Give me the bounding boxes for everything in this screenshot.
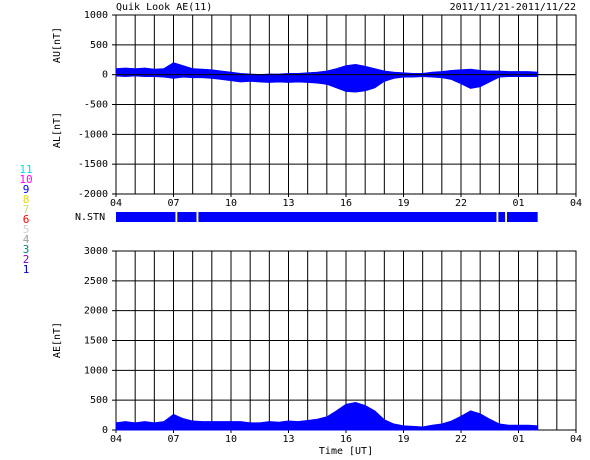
station-number: 2 <box>23 253 30 266</box>
date-range: 2011/11/21-2011/11/22 <box>450 2 576 13</box>
station-number: 5 <box>23 223 30 236</box>
y-axis-label: AL[nT] <box>52 112 63 148</box>
y-axis-label: AE[nT] <box>52 322 63 358</box>
station-number: 4 <box>23 233 30 246</box>
y-tick-label: 0 <box>102 425 108 436</box>
y-tick-label: -500 <box>84 100 108 111</box>
y-tick-label: -1500 <box>78 159 108 170</box>
nstn-segment <box>507 212 538 222</box>
nstn-segment <box>177 212 197 222</box>
x-tick-label: 04 <box>110 434 122 445</box>
nstn-segment <box>198 212 497 222</box>
y-tick-label: 1500 <box>84 336 108 347</box>
y-tick-label: 1000 <box>84 10 108 21</box>
station-number: 3 <box>23 243 30 256</box>
x-tick-label: 16 <box>340 434 352 445</box>
area <box>115 402 539 431</box>
y-tick-label: 1000 <box>84 365 108 376</box>
station-number: 10 <box>19 173 32 186</box>
y-axis-label: AU[nT] <box>52 27 63 63</box>
plot-frame <box>115 14 577 195</box>
x-tick-label: 07 <box>167 198 179 209</box>
station-number: 11 <box>19 163 32 176</box>
y-tick-label: 500 <box>90 395 108 406</box>
station-number: 6 <box>23 213 30 226</box>
x-tick-label: 01 <box>512 434 524 445</box>
y-tick-label: 2500 <box>84 276 108 287</box>
x-axis-label: Time [UT] <box>319 446 373 457</box>
nstn-segment <box>498 212 506 222</box>
x-tick-label: 04 <box>570 198 582 209</box>
nstn-label: N.STN <box>75 212 105 223</box>
y-tick-label: 3000 <box>84 246 108 257</box>
x-tick-label: 13 <box>282 198 294 209</box>
area <box>115 74 539 93</box>
y-tick-label: 0 <box>102 70 108 81</box>
x-tick-label: 07 <box>167 434 179 445</box>
y-tick-label: -2000 <box>78 189 108 200</box>
y-tick-label: 2000 <box>84 306 108 317</box>
area <box>115 62 539 76</box>
station-number: 8 <box>23 193 30 206</box>
x-tick-label: 04 <box>110 198 122 209</box>
x-tick-label: 19 <box>397 198 409 209</box>
y-tick-label: 500 <box>90 40 108 51</box>
station-number: 1 <box>23 263 30 276</box>
y-tick-label: -1000 <box>78 129 108 140</box>
station-number: 7 <box>23 203 30 216</box>
x-tick-label: 10 <box>225 198 237 209</box>
x-tick-label: 01 <box>512 198 524 209</box>
x-tick-label: 22 <box>455 198 467 209</box>
x-tick-label: 16 <box>340 198 352 209</box>
title: Quik Look AE(11) <box>116 2 212 13</box>
x-tick-label: 04 <box>570 434 582 445</box>
x-tick-label: 22 <box>455 434 467 445</box>
station-number: 9 <box>23 183 30 196</box>
x-tick-label: 13 <box>282 434 294 445</box>
x-tick-label: 19 <box>397 434 409 445</box>
nstn-segment <box>116 212 176 222</box>
x-tick-label: 10 <box>225 434 237 445</box>
